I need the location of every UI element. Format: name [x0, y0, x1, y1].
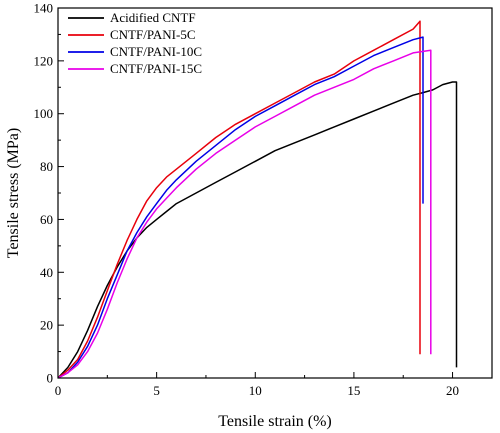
y-tick-label: 40 [40, 265, 53, 280]
y-tick-label: 60 [40, 212, 53, 227]
x-tick-label: 20 [446, 383, 459, 398]
x-tick-label: 15 [347, 383, 360, 398]
series-line-3 [57, 36, 424, 379]
y-axis-title: Tensile stress (MPa) [5, 128, 22, 258]
legend-label: CNTF/PANI-10C [110, 44, 202, 59]
y-axis: 0 20 40 60 80 100 120 140 [34, 1, 64, 386]
x-axis: 0 5 10 15 20 [55, 372, 459, 398]
y-tick-label: 0 [47, 371, 54, 386]
legend: Acidified CNTF CNTF/PANI-5C CNTF/PANI-10C C… [68, 10, 202, 76]
x-tick-label: 10 [249, 383, 262, 398]
legend-label: CNTF/PANI-5C [110, 27, 195, 42]
y-tick-label: 100 [34, 106, 54, 121]
y-tick-label: 140 [34, 1, 54, 16]
y-tick-label: 20 [40, 318, 53, 333]
legend-label: Acidified CNTF [110, 10, 196, 25]
legend-label: CNTF/PANI-15C [110, 61, 202, 76]
y-tick-label: 120 [34, 53, 54, 68]
series-layer [57, 20, 458, 379]
x-tick-label: 0 [55, 383, 62, 398]
x-tick-label: 5 [153, 383, 160, 398]
x-axis-title: Tensile strain (%) [218, 413, 332, 430]
series-line-2 [57, 20, 421, 379]
y-tick-label: 80 [40, 159, 53, 174]
series-line-4 [57, 49, 432, 379]
